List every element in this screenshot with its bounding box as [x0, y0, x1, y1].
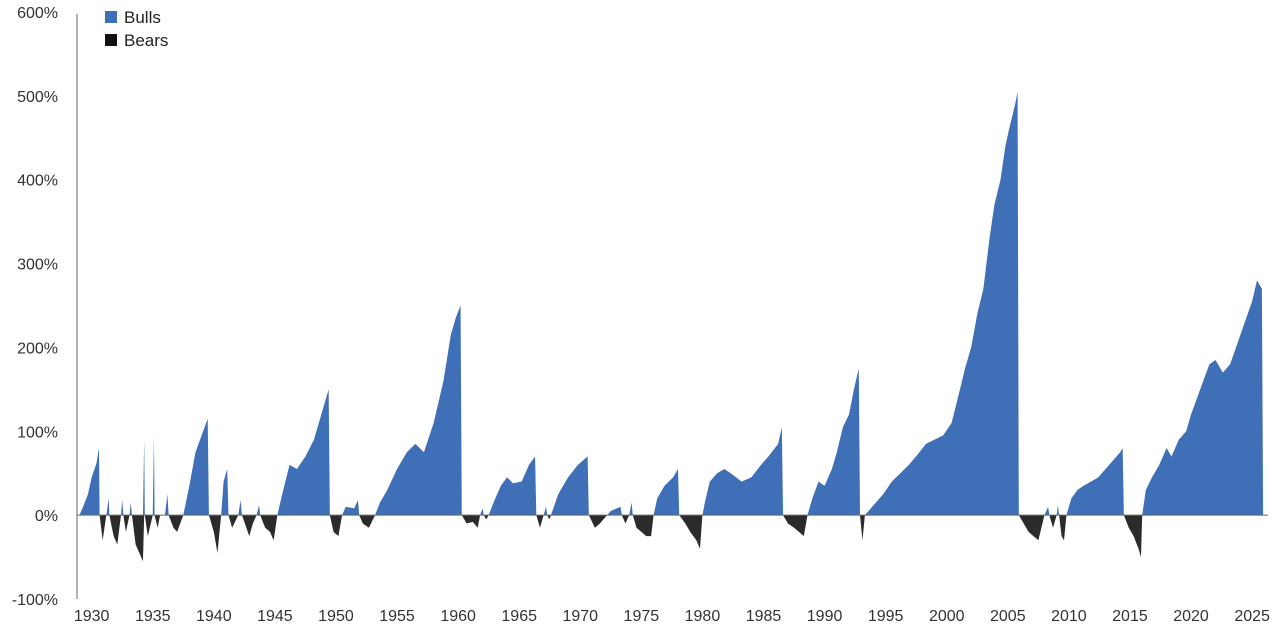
x-tick-label: 2005	[990, 608, 1026, 625]
x-tick-label: 1965	[501, 608, 537, 625]
x-tick-label: 1935	[135, 608, 171, 625]
x-tick-label: 1960	[440, 608, 476, 625]
legend-swatch-bears	[105, 34, 117, 46]
series-area-bears	[99, 515, 1143, 562]
x-tick-label: 1970	[562, 608, 598, 625]
x-tick-label: 2010	[1051, 608, 1087, 625]
x-tick-label: 2015	[1112, 608, 1148, 625]
x-tick-label: 1940	[196, 608, 232, 625]
y-tick-label: 100%	[17, 424, 58, 441]
y-tick-label: 600%	[17, 5, 58, 22]
x-tick-label: 1945	[257, 608, 293, 625]
legend-label-bulls: Bulls	[124, 8, 161, 27]
y-tick-label: -100%	[12, 592, 58, 609]
x-tick-label: 1950	[318, 608, 354, 625]
x-tick-label: 1990	[807, 608, 843, 625]
y-tick-label: 300%	[17, 257, 58, 274]
x-tick-label: 2025	[1234, 608, 1270, 625]
y-axis-ticks: 600% 500% 400% 300% 200% 100% 0% -100%	[12, 5, 58, 609]
x-tick-label: 1995	[868, 608, 904, 625]
x-tick-label: 1980	[685, 608, 721, 625]
legend-swatch-bulls	[105, 11, 117, 23]
x-tick-label: 2020	[1173, 608, 1209, 625]
x-tick-label: 1985	[746, 608, 782, 625]
y-tick-label: 200%	[17, 340, 58, 357]
y-tick-label: 0%	[35, 508, 58, 525]
legend: Bulls Bears	[105, 8, 168, 50]
x-tick-label: 1930	[74, 608, 110, 625]
x-tick-label: 1955	[379, 608, 415, 625]
series-area-bulls	[79, 91, 1264, 516]
x-tick-label: 1975	[624, 608, 660, 625]
x-tick-label: 2000	[929, 608, 965, 625]
series-layer	[79, 91, 1264, 562]
legend-label-bears: Bears	[124, 31, 168, 50]
y-tick-label: 400%	[17, 173, 58, 190]
y-tick-label: 500%	[17, 89, 58, 106]
x-axis-ticks: 1930 1935 1940 1945 1950 1955 1960 1965 1970 1975…	[74, 608, 1270, 625]
